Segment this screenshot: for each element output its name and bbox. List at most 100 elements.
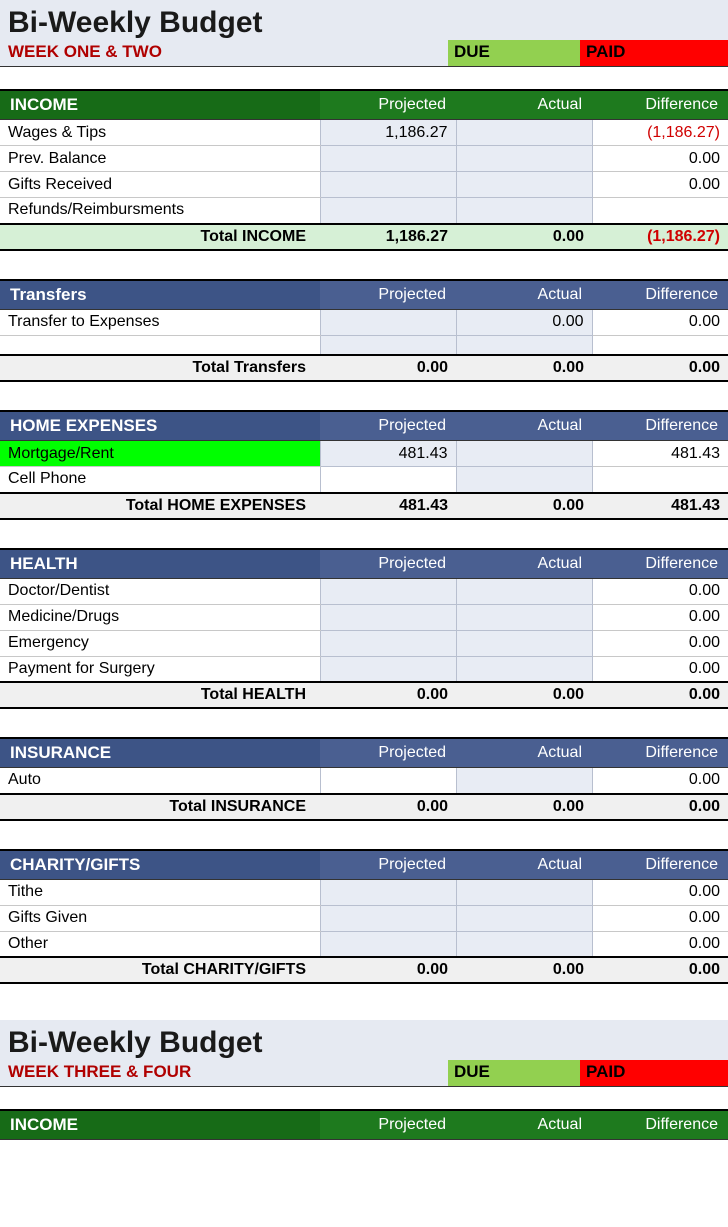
col-actual: Actual	[456, 91, 592, 120]
section-header: INCOME Projected Actual Difference	[0, 1111, 728, 1140]
section-name: INCOME	[0, 1111, 320, 1140]
col-difference: Difference	[592, 739, 728, 768]
total-difference: 0.00	[592, 957, 728, 983]
table-row: Wages & Tips 1,186.27 (1,186.27)	[0, 120, 728, 146]
total-label: Total INSURANCE	[0, 794, 320, 820]
col-difference: Difference	[592, 1111, 728, 1140]
actual-cell[interactable]	[456, 441, 592, 467]
projected-cell[interactable]	[320, 467, 456, 493]
difference-cell: 0.00	[592, 931, 728, 957]
actual-cell[interactable]	[456, 931, 592, 957]
difference-cell: 0.00	[592, 905, 728, 931]
projected-cell[interactable]	[320, 630, 456, 656]
row-label: Wages & Tips	[0, 120, 320, 146]
spacer-row	[0, 335, 728, 355]
projected-cell[interactable]	[320, 198, 456, 224]
section-insurance: INSURANCE Projected Actual Difference Au…	[0, 737, 728, 821]
col-difference: Difference	[592, 91, 728, 120]
projected-cell[interactable]: 1,186.27	[320, 120, 456, 146]
actual-cell[interactable]	[456, 172, 592, 198]
row-label: Medicine/Drugs	[0, 604, 320, 630]
actual-cell[interactable]	[456, 146, 592, 172]
table-row: Gifts Received 0.00	[0, 172, 728, 198]
total-row: Total CHARITY/GIFTS 0.00 0.00 0.00	[0, 957, 728, 983]
section-name: HEALTH	[0, 550, 320, 579]
week-label: WEEK ONE & TWO	[8, 40, 448, 66]
col-difference: Difference	[592, 851, 728, 880]
col-projected: Projected	[320, 550, 456, 579]
table-row: Payment for Surgery 0.00	[0, 656, 728, 682]
section-header: CHARITY/GIFTS Projected Actual Differenc…	[0, 851, 728, 880]
col-actual: Actual	[456, 550, 592, 579]
col-actual: Actual	[456, 412, 592, 441]
section-name: INSURANCE	[0, 739, 320, 768]
total-label: Total CHARITY/GIFTS	[0, 957, 320, 983]
projected-cell[interactable]: 481.43	[320, 441, 456, 467]
projected-cell[interactable]	[320, 172, 456, 198]
actual-cell[interactable]	[456, 467, 592, 493]
table-row: Refunds/Reimbursments	[0, 198, 728, 224]
projected-cell[interactable]	[320, 578, 456, 604]
row-label: Refunds/Reimbursments	[0, 198, 320, 224]
section-name: CHARITY/GIFTS	[0, 851, 320, 880]
actual-cell[interactable]	[456, 604, 592, 630]
difference-cell: 0.00	[592, 578, 728, 604]
title-block-2: Bi-Weekly Budget WEEK THREE & FOUR DUE P…	[0, 1020, 728, 1087]
row-label: Emergency	[0, 630, 320, 656]
actual-cell[interactable]	[456, 120, 592, 146]
row-label: Tithe	[0, 879, 320, 905]
difference-cell: (1,186.27)	[592, 120, 728, 146]
projected-cell[interactable]	[320, 656, 456, 682]
projected-cell[interactable]	[320, 768, 456, 794]
col-projected: Projected	[320, 412, 456, 441]
difference-cell: 0.00	[592, 146, 728, 172]
actual-cell[interactable]	[456, 905, 592, 931]
total-actual: 0.00	[456, 224, 592, 250]
table-row: Emergency 0.00	[0, 630, 728, 656]
total-projected: 0.00	[320, 957, 456, 983]
total-label: Total HEALTH	[0, 682, 320, 708]
difference-cell	[592, 198, 728, 224]
actual-cell[interactable]	[456, 198, 592, 224]
projected-cell[interactable]	[320, 931, 456, 957]
paid-badge: PAID	[580, 1060, 728, 1086]
total-label: Total INCOME	[0, 224, 320, 250]
actual-cell[interactable]	[456, 630, 592, 656]
projected-cell[interactable]	[320, 309, 456, 335]
projected-cell[interactable]	[320, 146, 456, 172]
total-difference: 0.00	[592, 794, 728, 820]
table-row: Prev. Balance 0.00	[0, 146, 728, 172]
difference-cell: 481.43	[592, 441, 728, 467]
actual-cell[interactable]	[456, 656, 592, 682]
table-row: Cell Phone	[0, 467, 728, 493]
row-label: Other	[0, 931, 320, 957]
section-name: INCOME	[0, 91, 320, 120]
projected-cell[interactable]	[320, 604, 456, 630]
total-projected: 0.00	[320, 794, 456, 820]
total-row: Total INSURANCE 0.00 0.00 0.00	[0, 794, 728, 820]
table-row: Auto 0.00	[0, 768, 728, 794]
difference-cell: 0.00	[592, 172, 728, 198]
total-projected: 0.00	[320, 355, 456, 381]
total-difference: (1,186.27)	[592, 224, 728, 250]
row-label: Payment for Surgery	[0, 656, 320, 682]
row-label: Gifts Received	[0, 172, 320, 198]
col-difference: Difference	[592, 550, 728, 579]
table-row: Other 0.00	[0, 931, 728, 957]
actual-cell[interactable]	[456, 578, 592, 604]
actual-cell[interactable]	[456, 768, 592, 794]
col-difference: Difference	[592, 412, 728, 441]
projected-cell[interactable]	[320, 905, 456, 931]
total-difference: 0.00	[592, 355, 728, 381]
total-difference: 481.43	[592, 493, 728, 519]
difference-cell: 0.00	[592, 768, 728, 794]
actual-cell[interactable]: 0.00	[456, 309, 592, 335]
section-income: INCOME Projected Actual Difference Wages…	[0, 89, 728, 251]
projected-cell[interactable]	[320, 879, 456, 905]
table-row: Medicine/Drugs 0.00	[0, 604, 728, 630]
total-row: Total HEALTH 0.00 0.00 0.00	[0, 682, 728, 708]
col-actual: Actual	[456, 281, 592, 310]
col-projected: Projected	[320, 281, 456, 310]
actual-cell[interactable]	[456, 879, 592, 905]
paid-badge: PAID	[580, 40, 728, 66]
